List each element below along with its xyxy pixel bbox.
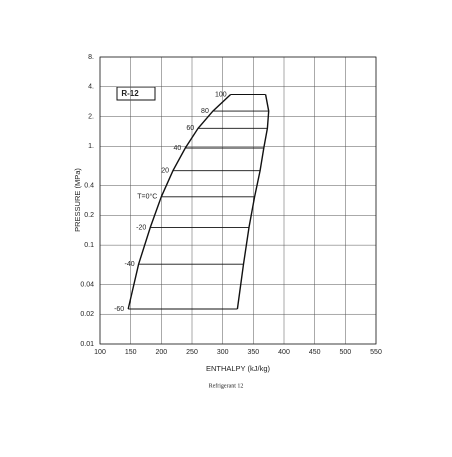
isotherm-label: -40 [125,261,135,268]
x-tick-label: 450 [309,349,321,356]
y-tick-label: 0.2 [84,212,94,219]
y-tick-label: 0.01 [80,341,94,348]
isotherm-label: 20 [161,167,169,174]
x-tick-label: 100 [94,349,106,356]
isotherm-label: 100 [215,91,227,98]
y-tick-label: 4. [88,84,94,91]
isotherm-label: 40 [173,145,181,152]
x-tick-label: 500 [339,349,351,356]
x-tick-label: 300 [217,349,229,356]
y-tick-label: 0.04 [80,281,94,288]
y-tick-label: 1. [88,143,94,150]
chart-label: R-12 [121,89,139,98]
x-tick-label: 150 [125,349,137,356]
plot-frame [99,56,377,345]
y-tick-label: 0.02 [80,311,94,318]
isotherm-label: 80 [201,108,209,115]
x-tick-label: 250 [186,349,198,356]
x-tick-label: 400 [278,349,290,356]
y-tick-label: 0.1 [84,242,94,249]
x-tick-label: 200 [155,349,167,356]
y-tick-label: 8. [88,54,94,61]
y-axis-label: PRESSURE (MPa) [73,168,82,232]
x-tick-label: 550 [370,349,382,356]
x-axis-label: ENTHALPY (kJ/kg) [206,364,271,373]
y-tick-label: 2. [88,113,94,120]
isotherm-label: -60 [114,306,124,313]
isotherm-label: 60 [186,125,194,132]
y-tick-label: 0.4 [84,182,94,189]
saturation-line [236,94,270,310]
caption: Refrigerant 12 [209,382,244,389]
isotherm-label: T=0°C [137,193,157,201]
x-tick-label: 350 [247,349,259,356]
isotherm-label: -20 [136,224,146,231]
